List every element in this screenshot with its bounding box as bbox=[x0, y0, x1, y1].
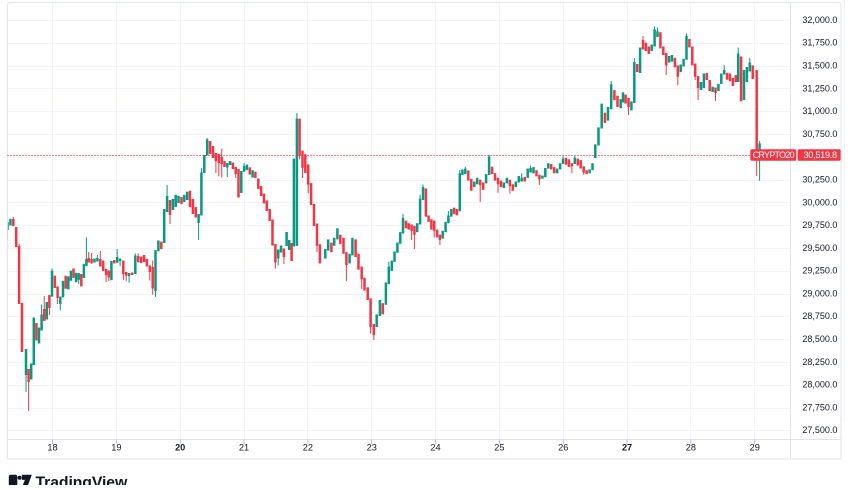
svg-text:22: 22 bbox=[303, 442, 313, 452]
svg-text:21: 21 bbox=[239, 442, 249, 452]
svg-text:29: 29 bbox=[750, 442, 760, 452]
svg-text:29,000.0: 29,000.0 bbox=[802, 288, 837, 298]
svg-text:31,250.0: 31,250.0 bbox=[802, 83, 837, 93]
svg-text:24: 24 bbox=[430, 442, 440, 452]
svg-text:27: 27 bbox=[622, 442, 632, 452]
svg-text:32,000.0: 32,000.0 bbox=[802, 15, 837, 25]
svg-text:28,000.0: 28,000.0 bbox=[802, 380, 837, 390]
svg-text:25: 25 bbox=[494, 442, 504, 452]
svg-text:28: 28 bbox=[686, 442, 696, 452]
svg-text:29,750.0: 29,750.0 bbox=[802, 220, 837, 230]
svg-text:28,500.0: 28,500.0 bbox=[802, 334, 837, 344]
svg-text:23: 23 bbox=[367, 442, 377, 452]
svg-text:26: 26 bbox=[558, 442, 568, 452]
svg-text:28,750.0: 28,750.0 bbox=[802, 311, 837, 321]
svg-text:31,750.0: 31,750.0 bbox=[802, 38, 837, 48]
svg-text:31,500.0: 31,500.0 bbox=[802, 61, 837, 71]
svg-text:19: 19 bbox=[111, 442, 121, 452]
svg-text:27,750.0: 27,750.0 bbox=[802, 402, 837, 412]
svg-text:20: 20 bbox=[175, 442, 185, 452]
svg-text:30,519.8: 30,519.8 bbox=[804, 150, 838, 160]
svg-text:18: 18 bbox=[47, 442, 57, 452]
svg-text:CRYPTO20: CRYPTO20 bbox=[753, 150, 795, 160]
svg-text:27,500.0: 27,500.0 bbox=[802, 425, 837, 435]
svg-text:30,000.0: 30,000.0 bbox=[802, 197, 837, 207]
svg-text:TradingView: TradingView bbox=[36, 474, 128, 485]
svg-text:30,250.0: 30,250.0 bbox=[802, 175, 837, 185]
svg-text:29,500.0: 29,500.0 bbox=[802, 243, 837, 253]
svg-text:31,000.0: 31,000.0 bbox=[802, 106, 837, 116]
svg-text:28,250.0: 28,250.0 bbox=[802, 357, 837, 367]
svg-text:29,250.0: 29,250.0 bbox=[802, 266, 837, 276]
svg-text:30,750.0: 30,750.0 bbox=[802, 129, 837, 139]
